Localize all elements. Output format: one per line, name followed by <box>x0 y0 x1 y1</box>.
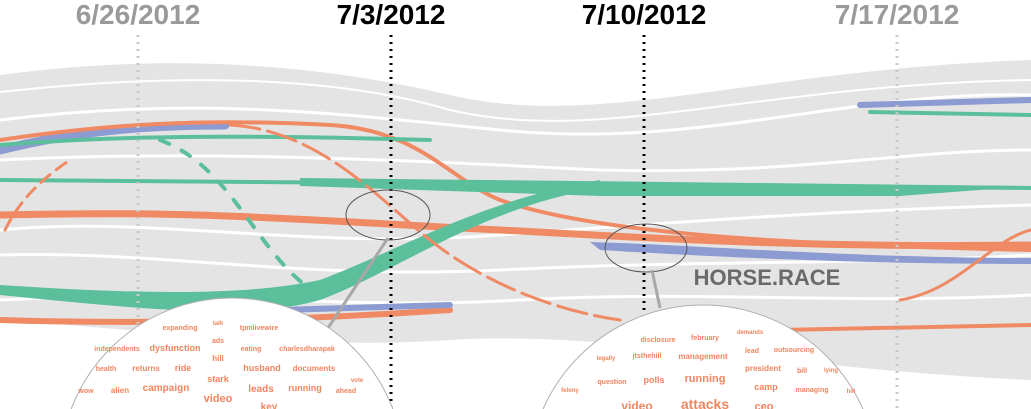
word: lead <box>745 348 759 355</box>
word: bill <box>797 368 807 375</box>
flow <box>277 302 453 313</box>
word: eating <box>241 346 262 353</box>
word: tpmlivewire <box>240 325 279 332</box>
word: running <box>288 383 322 393</box>
word: jtsthehill <box>632 353 662 360</box>
word: returns <box>132 364 160 373</box>
flow <box>898 228 1031 302</box>
word: campaign <box>143 383 190 394</box>
word: hill <box>212 354 224 363</box>
word: managing <box>795 387 828 394</box>
word: stark <box>207 374 230 384</box>
cloud-area <box>70 297 394 409</box>
word: demands <box>737 330 764 336</box>
word: president <box>745 364 781 373</box>
date-label: 7/3/2012 <box>337 0 446 30</box>
word: key <box>261 402 278 409</box>
word: ahead <box>336 388 356 395</box>
date-label: 7/10/2012 <box>582 0 707 30</box>
word-cloud: expanding talk tpmlivewire ads independe… <box>70 297 394 409</box>
cloud-area <box>542 304 864 409</box>
word: wow <box>77 388 94 395</box>
date-label: 7/17/2012 <box>835 0 960 30</box>
word: husband <box>243 363 281 373</box>
word: alien <box>111 386 129 395</box>
flow <box>300 178 1031 196</box>
word: attacks <box>681 396 729 409</box>
focus-lenses <box>326 189 688 329</box>
word: expanding <box>162 325 197 332</box>
flow <box>228 123 622 322</box>
flow <box>0 180 600 312</box>
date-label: 6/26/2012 <box>76 0 201 30</box>
word: outsourcing <box>774 347 814 354</box>
word: february <box>691 335 719 342</box>
time-markers: 6/26/2012 7/3/2012 7/10/2012 7/17/2012 <box>76 0 960 409</box>
word-cloud: disclosure february demands legally jtst… <box>542 304 864 409</box>
word: hill <box>847 389 856 395</box>
word: polls <box>643 375 664 385</box>
flow <box>590 242 1031 264</box>
word: leads <box>248 384 274 395</box>
word: ads <box>212 338 224 345</box>
topic-flows <box>0 97 1031 332</box>
stream-gap <box>0 203 1031 241</box>
word: ceo <box>755 401 774 409</box>
word: question <box>597 379 626 386</box>
word: documents <box>293 364 336 373</box>
flow <box>3 158 72 232</box>
word: lying <box>824 368 838 374</box>
flow <box>0 134 432 147</box>
flow <box>857 97 1031 108</box>
topic-annotation: HORSE.RACE <box>694 265 841 290</box>
word: legally <box>597 356 616 362</box>
stream-gap <box>0 148 1031 173</box>
word: charlesdharapak <box>279 346 335 353</box>
word: health <box>96 366 117 373</box>
lens <box>604 223 688 273</box>
word: independents <box>94 346 140 353</box>
flow <box>0 210 1031 250</box>
word: vote <box>351 378 364 384</box>
word: felony <box>561 388 579 394</box>
word: video <box>621 399 652 409</box>
stream-gap <box>0 79 1031 122</box>
lens-connector <box>326 237 390 329</box>
word: talk <box>213 321 224 327</box>
word: ride <box>175 363 192 373</box>
flow <box>158 138 332 302</box>
lens-connector <box>650 269 662 309</box>
word: dysfunction <box>150 343 201 353</box>
flow <box>778 323 1031 332</box>
word: video <box>204 393 233 405</box>
word: management <box>678 352 728 361</box>
word: disclosure <box>640 337 675 344</box>
word: running <box>685 373 726 385</box>
word: camp <box>754 382 778 392</box>
